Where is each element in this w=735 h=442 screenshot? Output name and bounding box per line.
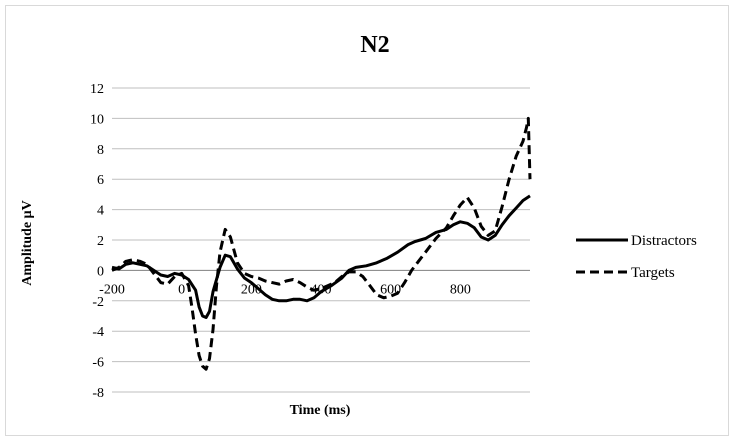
y-tick-label: 2 xyxy=(97,234,104,249)
x-tick-label: 800 xyxy=(450,282,471,297)
y-tick-label: 10 xyxy=(90,112,104,127)
y-tick-label: 12 xyxy=(90,82,104,97)
y-tick-labels: 12 10 8 6 4 2 0 -2 -4 -6 -8 xyxy=(90,82,104,401)
series-line-distractors xyxy=(111,194,531,319)
y-tick-label: -2 xyxy=(92,295,104,310)
x-axis-title: Time (ms) xyxy=(290,403,351,418)
x-tick-label: -200 xyxy=(99,282,125,297)
legend-label-targets: Targets xyxy=(631,265,675,281)
x-tick-labels: -200 0 200 400 600 800 xyxy=(99,282,471,297)
y-tick-label: 4 xyxy=(97,204,104,219)
y-axis-title: Amplitude µV xyxy=(20,200,35,285)
x-tick-label: 0 xyxy=(178,282,185,297)
x-tick-label: 600 xyxy=(380,282,401,297)
legend: Distractors Targets xyxy=(576,233,697,281)
y-tick-label: -4 xyxy=(92,325,104,340)
legend-label-distractors: Distractors xyxy=(631,233,697,249)
chart-title: N2 xyxy=(360,32,389,58)
series-lines xyxy=(111,116,532,371)
y-tick-label: -8 xyxy=(92,386,104,401)
series-line-targets xyxy=(111,116,532,371)
y-tick-label: 6 xyxy=(97,173,104,188)
y-tick-label: 8 xyxy=(97,143,104,158)
y-tick-label: 0 xyxy=(97,264,104,279)
chart-frame xyxy=(5,5,729,436)
y-tick-label: -6 xyxy=(92,356,104,371)
gridlines xyxy=(112,87,530,393)
